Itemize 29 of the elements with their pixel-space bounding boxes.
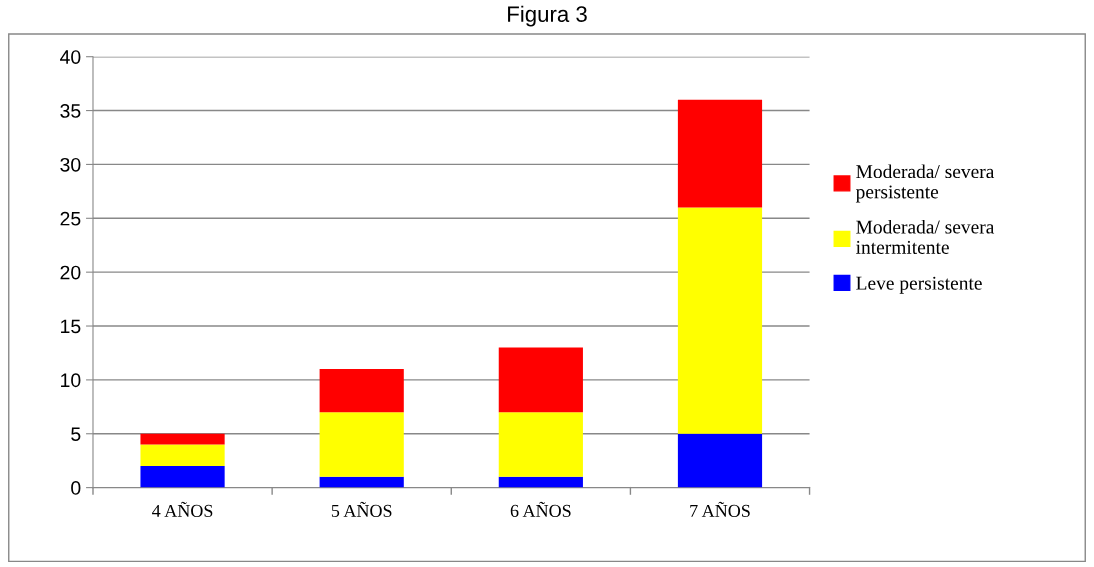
bar	[498, 347, 583, 413]
y-tick-label: 0	[71, 481, 81, 495]
legend-label: Leve persistente	[856, 276, 982, 294]
legend-label: Moderada/ severa intermitente	[856, 219, 995, 254]
bar	[140, 433, 225, 445]
bar	[140, 444, 225, 467]
x-tick-label: 6 AÑOS	[510, 501, 571, 517]
y-tick-label: 40	[60, 50, 81, 64]
bar	[140, 466, 225, 488]
x-tick-label: 5 AÑOS	[331, 501, 392, 517]
bar	[319, 476, 404, 488]
chart-title: Figura 3	[508, 5, 587, 27]
bar	[498, 412, 583, 477]
y-tick-label: 10	[61, 373, 81, 388]
bar	[319, 369, 404, 413]
y-tick-label: 25	[60, 211, 81, 226]
bar	[319, 412, 404, 477]
y-tick-label: 20	[60, 265, 81, 280]
y-tick-label: 5	[71, 427, 81, 441]
y-tick-label: 35	[60, 104, 81, 118]
legend-label: Moderada/ severa persistente	[855, 164, 995, 203]
y-tick-label: 15	[61, 319, 81, 334]
bar	[677, 433, 763, 488]
bar	[677, 207, 763, 434]
x-tick-label: 4 AÑOS	[152, 501, 213, 517]
bar	[498, 476, 583, 488]
bar	[677, 99, 763, 208]
x-tick-label: 7 AÑOS	[690, 501, 750, 517]
y-tick-label: 30	[60, 157, 81, 172]
